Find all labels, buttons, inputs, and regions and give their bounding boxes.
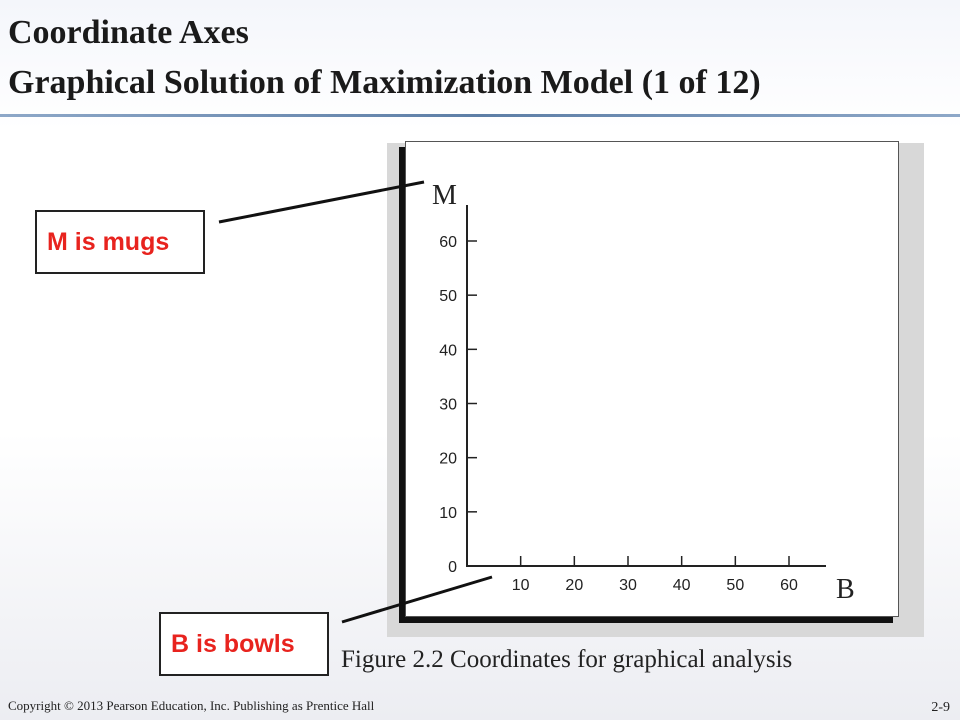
m-leader-line bbox=[218, 180, 425, 224]
y-tick-label: 0 bbox=[448, 559, 457, 576]
x-tick-label: 50 bbox=[726, 577, 744, 594]
callout-b-text: B is bowls bbox=[171, 629, 295, 658]
y-tick-label: 30 bbox=[439, 397, 457, 414]
y-tick-label: 60 bbox=[439, 234, 457, 251]
slide-title-line1: Coordinate Axes bbox=[8, 14, 249, 51]
page-number: 2-9 bbox=[931, 700, 950, 715]
y-tick-label: 40 bbox=[439, 342, 457, 359]
x-tick-label: 10 bbox=[512, 577, 530, 594]
copyright-footer: Copyright © 2013 Pearson Education, Inc.… bbox=[8, 698, 375, 713]
callout-m-is-mugs: M is mugs bbox=[35, 210, 205, 274]
figure-caption: Figure 2.2 Coordinates for graphical ana… bbox=[341, 646, 793, 673]
x-tick-label: 40 bbox=[673, 577, 691, 594]
y-tick-label: 10 bbox=[439, 505, 457, 522]
x-axis-label: B bbox=[836, 574, 855, 605]
x-tick-label: 60 bbox=[780, 577, 798, 594]
callout-m-text: M is mugs bbox=[47, 227, 170, 256]
title-divider bbox=[0, 114, 960, 117]
y-tick-label: 20 bbox=[439, 451, 457, 468]
y-axis-label: M bbox=[432, 180, 457, 211]
x-tick-label: 20 bbox=[565, 577, 583, 594]
slide-title-line2: Graphical Solution of Maximization Model… bbox=[8, 64, 761, 101]
y-tick-label: 50 bbox=[439, 288, 457, 305]
x-tick-label: 30 bbox=[619, 577, 637, 594]
b-leader-line bbox=[341, 575, 493, 624]
callout-b-is-bowls: B is bowls bbox=[159, 612, 329, 676]
figure-panel bbox=[405, 141, 899, 617]
